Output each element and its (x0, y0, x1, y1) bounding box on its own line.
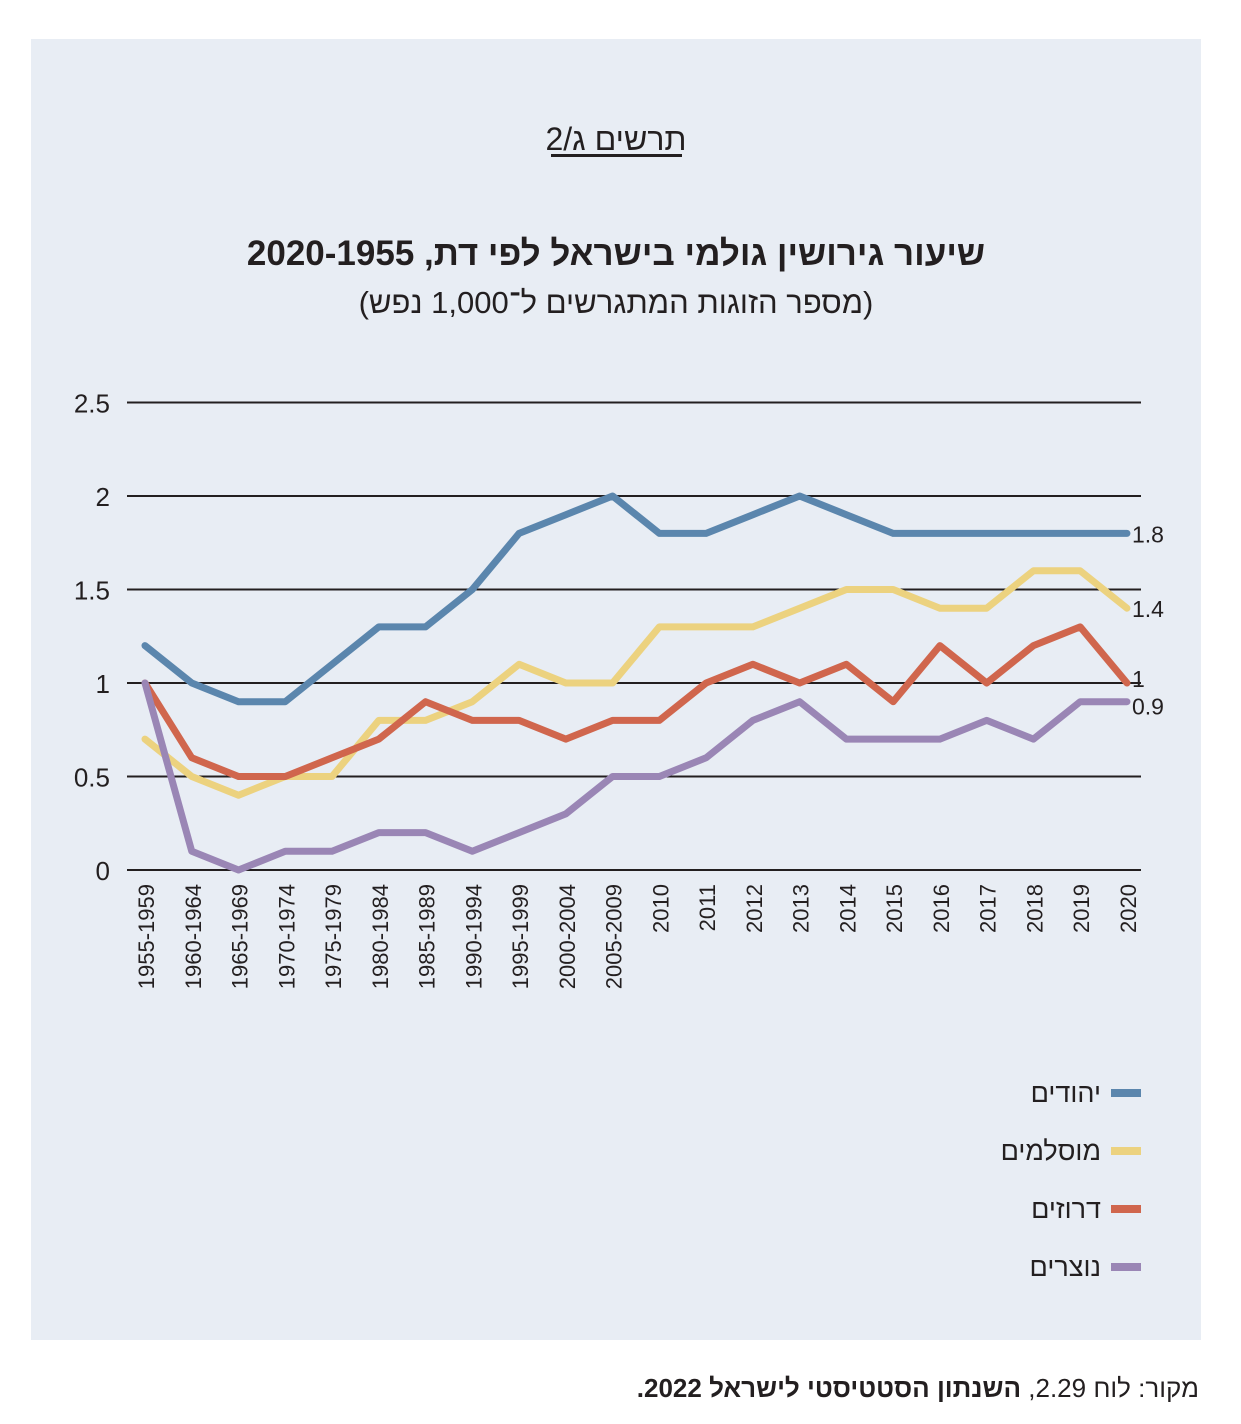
end-value-label: 0.9 (1132, 694, 1164, 720)
x-tick-label: 2015 (882, 884, 907, 933)
legend-item: דרוזים (1001, 1180, 1141, 1238)
series-lines (141, 492, 1131, 874)
x-tick-label: 2020 (1116, 884, 1141, 933)
end-value-label: 1.8 (1132, 521, 1164, 547)
x-tick-label: 1965-1969 (228, 884, 253, 989)
legend-label: מוסלמים (1000, 1135, 1101, 1166)
x-tick-label: 1955-1959 (134, 884, 159, 989)
x-tick-label: 2017 (976, 884, 1001, 933)
legend-swatch (1111, 1263, 1141, 1271)
x-tick-label: 2012 (742, 884, 767, 933)
x-tick-label: 2014 (835, 884, 860, 933)
end-value-label: 1 (1132, 666, 1145, 692)
x-tick-label: 1980-1984 (368, 884, 393, 989)
grid-lines (127, 401, 1141, 871)
series-line (141, 567, 1131, 799)
source-prefix: מקור: לוח 2.29, (1021, 1373, 1199, 1403)
x-tick-label: 1985-1989 (415, 884, 440, 989)
chart-subtitle: (מספר הזוגות המתגרשים ל־1,000 נפש) (358, 285, 874, 320)
x-tick-label: 2018 (1022, 884, 1047, 933)
x-tick-label: 2011 (695, 884, 720, 931)
series-line (141, 492, 1131, 706)
x-axis-ticks: 1955-1959 1960-1964 1965-1969 1970-1974 1975… (134, 884, 1141, 989)
chart-panel: תרשים ג/2 שיעור גירושין גולמי בישראל לפי… (31, 39, 1201, 1340)
figure-label: תרשים ג/2 (545, 121, 687, 157)
y-tick-label: 0.5 (74, 763, 110, 793)
x-tick-label: 2013 (789, 884, 814, 933)
title-divider (551, 154, 682, 157)
chart-title: שיעור גירושין גולמי בישראל לפי דת, 2020-… (246, 234, 986, 273)
y-tick-label: 0 (96, 856, 110, 886)
legend-item: יהודים (1001, 1064, 1141, 1122)
y-axis-ticks: 2.5 2 1.5 1 0.5 0 (74, 389, 110, 887)
y-tick-label: 1 (96, 669, 110, 699)
source-note: מקור: לוח 2.29, השנתון הסטטיסטי לישראל 2… (637, 1373, 1199, 1404)
x-tick-label: 1995-1999 (508, 884, 533, 989)
legend-item: נוצרים (1001, 1238, 1141, 1296)
x-tick-label: 1970-1974 (274, 884, 299, 989)
legend-swatch (1111, 1089, 1141, 1097)
series-line (141, 623, 1131, 780)
x-tick-label: 2005-2009 (602, 884, 627, 989)
y-tick-label: 2 (96, 482, 110, 512)
y-tick-label: 1.5 (74, 576, 110, 606)
legend-item: מוסלמים (1001, 1122, 1141, 1180)
legend-label: דרוזים (1031, 1193, 1101, 1224)
x-tick-label: 2010 (648, 884, 673, 933)
line-chart: 2.5 2 1.5 1 0.5 0 1955-1959 1960-1964 1965-1969… (74, 389, 1164, 990)
legend-swatch (1111, 1205, 1141, 1213)
legend-label: נוצרים (1029, 1251, 1101, 1282)
legend: יהודים מוסלמים דרוזים נוצרים (1001, 1064, 1141, 1296)
source-publication: השנתון הסטטיסטי לישראל 2022. (636, 1373, 1022, 1403)
legend-label: יהודים (1030, 1077, 1101, 1108)
x-tick-label: 2016 (929, 884, 954, 933)
x-tick-label: 1975-1979 (321, 884, 346, 989)
x-tick-label: 2000-2004 (555, 884, 580, 989)
end-value-label: 1.4 (1132, 596, 1164, 622)
series-line (141, 679, 1131, 874)
x-tick-label: 1990-1994 (461, 884, 486, 989)
legend-swatch (1111, 1147, 1141, 1155)
end-labels: 1.8 1.4 10.9 (1132, 521, 1164, 719)
x-tick-label: 1960-1964 (181, 884, 206, 989)
x-tick-label: 2019 (1069, 884, 1094, 933)
y-tick-label: 2.5 (74, 389, 110, 419)
